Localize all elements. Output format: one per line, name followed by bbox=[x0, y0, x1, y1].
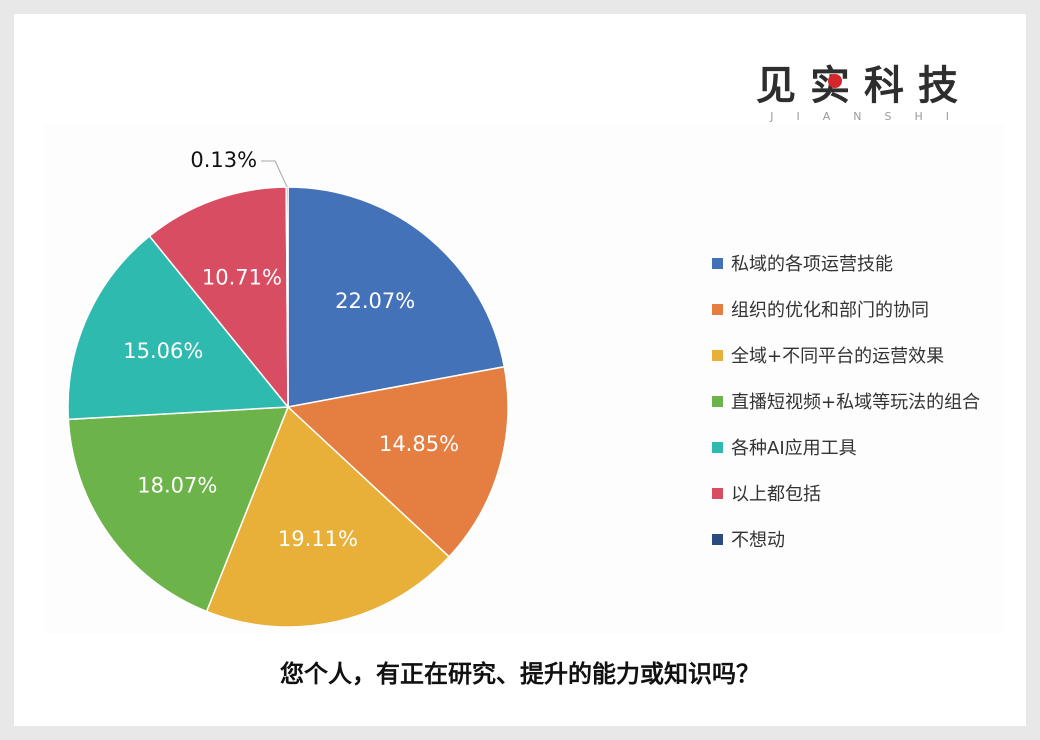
legend-item: 组织的优化和部门的协同 bbox=[712, 286, 980, 332]
leader-line bbox=[261, 160, 288, 188]
slice-label-2: 14.85% bbox=[379, 432, 459, 456]
legend-swatch bbox=[712, 257, 723, 269]
legend-label: 不想动 bbox=[731, 530, 785, 551]
chart-legend: 私域的各项运营技能组织的优化和部门的协同 全域+不同平台的运营效果直播短视频+私域… bbox=[712, 240, 980, 562]
legend-swatch bbox=[712, 395, 723, 407]
legend-item: 全域+不同平台的运营效果 bbox=[712, 332, 980, 378]
question-title: 您个人，有正在研究、提升的能力或知识吗？ bbox=[280, 660, 760, 688]
slice-label-7: 0.13% bbox=[190, 148, 257, 172]
legend-label: 私域的各项运营技能 bbox=[731, 254, 893, 275]
legend-item: 不想动 bbox=[712, 516, 980, 562]
chart-area: 22.07% 14.85% 19.11% 18.07% 15.06% 10.71% 0.13… bbox=[44, 124, 1004, 634]
legend-item: 直播短视频+私域等玩法的组合 bbox=[712, 378, 980, 424]
brand-name: 见实科技 bbox=[756, 63, 972, 109]
pie-slice-6 bbox=[148, 186, 289, 410]
legend-swatch bbox=[712, 487, 723, 499]
legend-label: 组织的优化和部门的协同 bbox=[731, 300, 929, 321]
slice-label-6: 10.71% bbox=[202, 266, 282, 290]
pie-slice-2 bbox=[286, 365, 509, 558]
pie-slice-3 bbox=[205, 405, 451, 628]
legend-swatch bbox=[712, 533, 723, 545]
brand-subtitle: JIANSHI bbox=[770, 110, 972, 123]
legend-item: 私域的各项运营技能 bbox=[712, 240, 980, 286]
slice-label-4: 18.07% bbox=[137, 474, 217, 498]
legend-item: 以上都包括 bbox=[712, 470, 980, 516]
brand-dot-icon bbox=[828, 74, 842, 88]
slice-label-1: 22.07% bbox=[335, 289, 415, 313]
pie-chart: 22.07% 14.85% 19.11% 18.07% 15.06% 10.71% 0.13… bbox=[67, 148, 509, 628]
legend-label: 直播短视频+私域等玩法的组合 bbox=[731, 392, 981, 413]
legend-swatch bbox=[712, 349, 723, 361]
pie-slice-1 bbox=[287, 186, 506, 408]
legend-item: 各种AI应用工具 bbox=[712, 424, 980, 470]
legend-label: 各种AI应用工具 bbox=[731, 438, 857, 459]
brand-logo: 见实科技 JIANSHI bbox=[756, 62, 972, 124]
slice-label-5: 15.06% bbox=[123, 339, 203, 363]
legend-label: 全域+不同平台的运营效果 bbox=[731, 346, 945, 367]
chart-card: 见实科技 JIANSHI 22.07% 14.85% 19.11% 18.07% 15.… bbox=[14, 14, 1026, 726]
pie-slice-4 bbox=[67, 406, 290, 613]
legend-swatch bbox=[712, 441, 723, 453]
slice-label-3: 19.11% bbox=[278, 527, 358, 551]
pie-slice-5 bbox=[67, 235, 290, 421]
legend-label: 以上都包括 bbox=[731, 484, 821, 505]
legend-swatch bbox=[712, 303, 723, 315]
